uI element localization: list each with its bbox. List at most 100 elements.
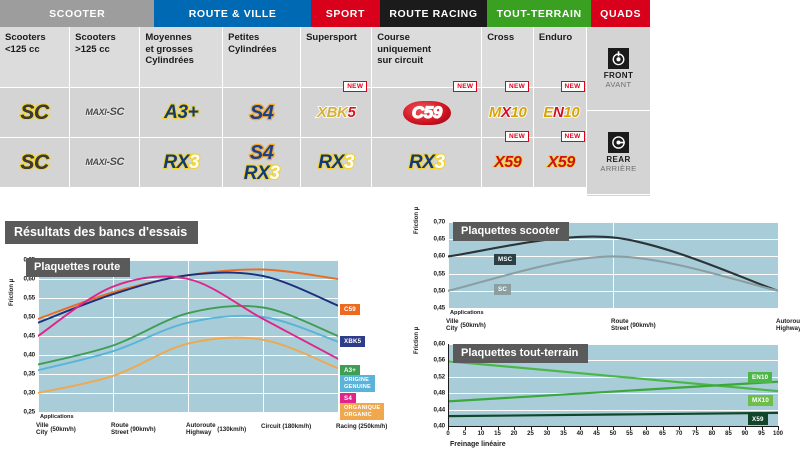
series-label-c59: C59 [340,304,360,315]
x-tick-mark [530,426,532,430]
x-tick-mark [745,426,746,430]
chart-title: Plaquettes scooter [453,222,570,241]
axle-name-fr: AVANT [605,80,632,89]
y-tick-label: 0,55 [433,270,446,278]
series-line-xbk5 [38,271,338,324]
new-badge: NEW [453,81,478,92]
subcategory-header-5: Course uniquement sur circuit [372,27,483,87]
series-label-a3-: A3+ [340,365,361,376]
results-section-title: Résultats des bancs d'essais [5,221,199,244]
product-cell-r0-c3[interactable]: S4 [223,87,302,137]
product-cell-r0-c7[interactable]: NEW EN10 [534,81,590,137]
product-cell-r0-c5[interactable]: NEW C59 [372,81,483,137]
series-line-sc [448,255,778,292]
plot-area [38,260,339,413]
y-gridline [448,308,778,309]
product-logo-a3+: A3+ [163,102,200,123]
series-label-x59: X59 [748,414,768,425]
axle-name: REAR [606,155,631,164]
x-tick-mark [646,426,647,430]
x-tick-mark [563,426,565,430]
x-tick-mark [679,426,680,430]
series-line-en10 [448,380,778,403]
new-badge: NEW [343,81,368,92]
y-gridline [448,393,778,395]
x-tick-mark [761,426,763,430]
series-lines [448,235,778,292]
x-tick-label: 85 [725,431,732,437]
product-cell-r1-c4[interactable]: RX3 [301,137,373,187]
x-tick-label-1: Route Street (90km/h) [111,422,156,436]
series-line-origine-genuine [38,314,338,372]
x-gridline [263,260,264,412]
product-cell-r1-c3[interactable]: S4 RX3 [223,137,302,187]
x-tick-mark [613,426,614,430]
product-logo-mx10: MX10 [488,104,528,121]
chart-title: Plaquettes route [26,258,131,277]
series-label-organique-organic: ORGANIQUE ORGANIC [340,403,385,421]
x-tick-label-0: Ville City (50km/h) [36,422,76,436]
product-cell-r1-c7[interactable]: NEW X59 [534,131,590,187]
subcategory-header-3: Petites Cylindrées [223,27,302,87]
y-tick-label: 0,60 [23,275,36,283]
product-cell-r1-c2[interactable]: RX3 [140,137,224,187]
x-tick-label-1: Route Street (90km/h) [611,318,656,332]
series-label-en10: EN10 [748,372,773,383]
product-cell-r1-c6[interactable]: NEW X59 [482,131,535,187]
product-cell-r0-c4[interactable]: NEW XBK5 [301,81,373,137]
product-cell-r0-c2[interactable]: A3+ [140,87,224,137]
subcategory-header-1: Scooters >125 cc [70,27,141,87]
product-cell-r1-c0[interactable]: SC [0,137,71,187]
y-tick-label: 0,50 [23,313,36,321]
category-header-row: SCOOTER ROUTE & VILLE SPORT ROUTE RACING TOU… [0,0,651,27]
y-tick-label: 0,45 [433,304,446,312]
product-logo-rx3: RX3 [243,162,281,184]
x-tick-label-3: Circuit (180km/h) [261,423,312,430]
new-badge: NEW [560,81,585,92]
x-tick-label: 100 [772,431,784,437]
new-badge: NEW [560,131,585,142]
x-tick-mark [514,426,515,430]
product-cell-r0-c0[interactable]: SC [0,87,71,137]
x-tick-mark [481,426,482,430]
category-header-tout-terrain: TOUT-TERRAIN [487,0,592,27]
subcategory-header-0: Scooters <125 cc [0,27,71,87]
product-logo-s4: S4 [249,141,276,164]
product-logo-en10: EN10 [543,104,581,121]
x-gridline [113,260,114,412]
x-tick-mark [662,426,664,430]
y-axis-label: Friction µ [414,206,420,234]
series-line-msc [448,235,778,292]
product-logo-rx3: RX3 [162,152,200,173]
category-header-sport: SPORT [310,0,380,27]
axle-column: FRONT AVANT REAR ARRIÈRE [586,27,650,196]
series-lines [448,360,778,418]
product-cell-r1-c5[interactable]: RX3 [372,137,483,187]
x-tick-mark [695,426,697,430]
product-logo-c59: C59 [402,100,451,125]
y-tick-label: 0,40 [23,351,36,359]
product-cell-r0-c6[interactable]: NEW MX10 [482,81,535,137]
x-gridline [613,222,614,308]
x-tick-label: 20 [510,431,518,437]
applications-label: Applications [40,414,74,420]
x-tick-label: 25 [527,431,534,437]
category-header-scooter: SCOOTER [0,0,155,27]
y-tick-label: 0,45 [23,332,36,340]
x-tick-label: 30 [543,431,551,437]
chart-plaquettes-scooter: 0,45 0,50 0,55 0,60 0,65 0,70 Friction µ MSC SC P… [408,207,800,332]
product-logo-maxisc: MAXI-SC [85,156,126,169]
y-tick-label: 0,65 [433,235,446,243]
product-cell-r1-c1[interactable]: MAXI-SC [70,137,141,187]
x-tick-label: 65 [659,431,666,437]
axle-name: FRONT [603,71,634,80]
series-label-xbk5: XBK5 [340,336,366,347]
y-tick-label: 0,48 [433,389,446,397]
x-gridline [448,222,449,308]
product-cell-r0-c1[interactable]: MAXI-SC [70,87,141,137]
x-tick-mark [547,426,548,430]
rear-brake-disc-icon [608,132,629,153]
product-logo-x59: X59 [547,153,577,171]
y-tick-label: 0,30 [23,389,36,397]
